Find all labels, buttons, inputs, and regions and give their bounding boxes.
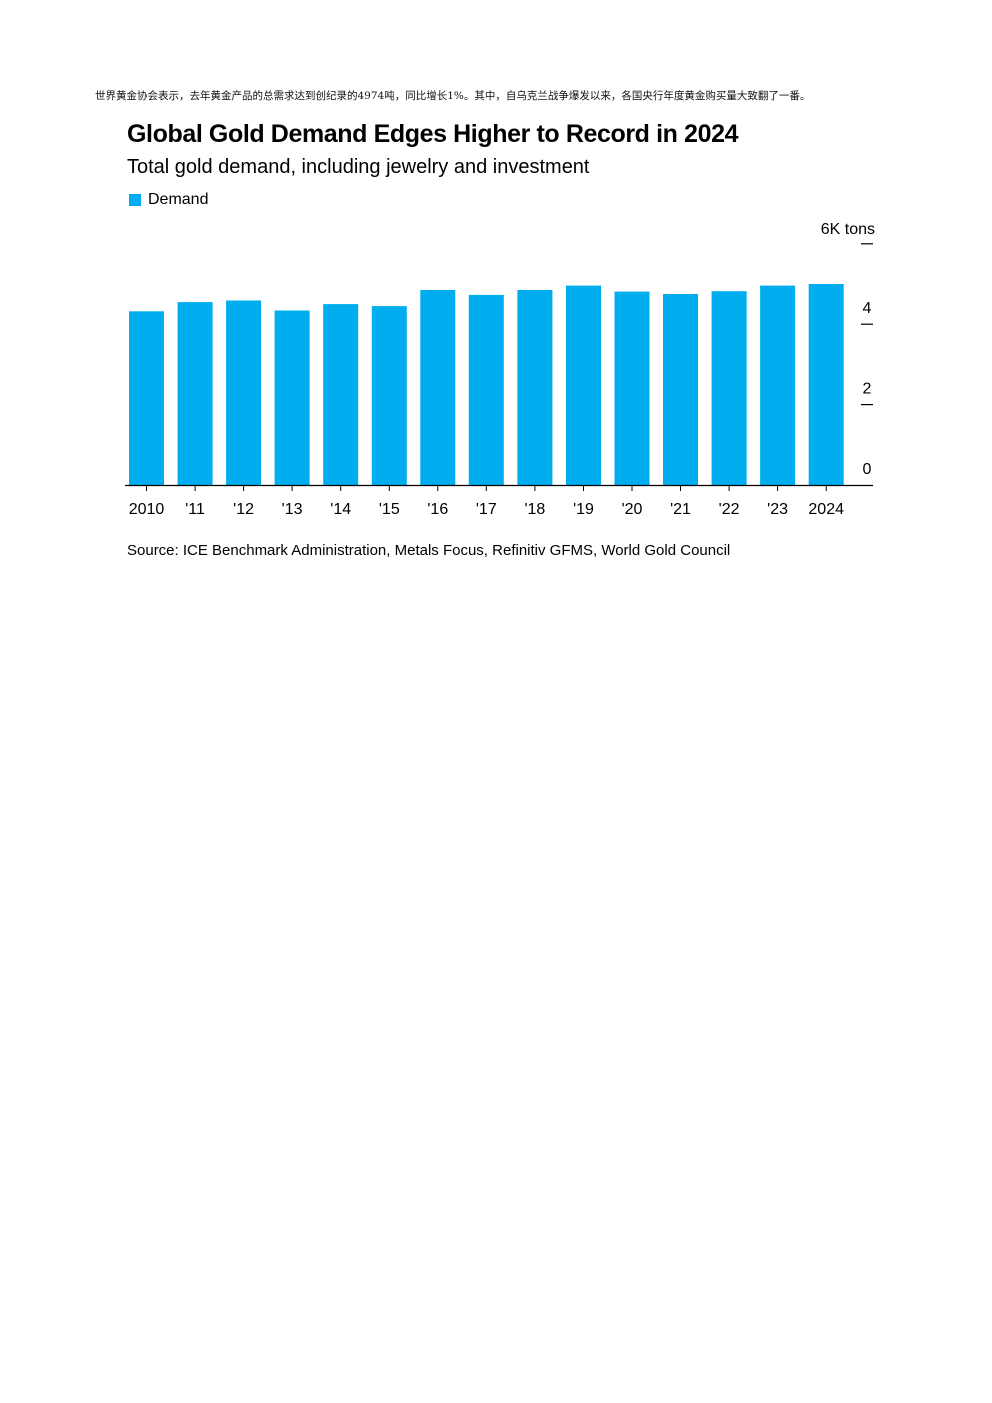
- x-tick-label: '17: [476, 501, 497, 518]
- bar-'12: [226, 300, 262, 485]
- bar-2010: [129, 311, 164, 485]
- x-tick-label: '12: [233, 501, 254, 518]
- chart-subtitle: Total gold demand, including jewelry and…: [127, 156, 590, 178]
- bar-'21: [663, 294, 698, 485]
- y-tick-label: 2: [863, 381, 872, 398]
- x-tick-label: '22: [719, 501, 740, 518]
- bar-'22: [711, 291, 747, 485]
- x-tick-label: '23: [767, 501, 788, 518]
- chart-legend: Demand: [129, 190, 208, 210]
- bar-'13: [274, 310, 310, 485]
- chart-source: Source: ICE Benchmark Administration, Me…: [127, 542, 731, 559]
- x-tick-label: '14: [330, 501, 351, 518]
- y-tick-label: 4: [863, 300, 872, 317]
- x-tick-label: '20: [622, 501, 643, 518]
- bar-'23: [760, 285, 796, 485]
- x-tick-label: 2010: [129, 501, 165, 518]
- bars-group: [129, 284, 844, 485]
- chart-title: Global Gold Demand Edges Higher to Recor…: [127, 120, 739, 148]
- x-tick-label: '18: [524, 501, 545, 518]
- x-tick-label: '15: [379, 501, 400, 518]
- x-tick-label: '21: [670, 501, 691, 518]
- x-tick-label: '11: [185, 501, 205, 518]
- x-tick-label: '13: [282, 501, 303, 518]
- bar-chart: 2010 '11 '12 '13 '14 '15 '16 '17 '18 '19 '20 '21 '22…: [125, 221, 875, 518]
- bar-'11: [177, 302, 213, 485]
- x-tick-label: 2024: [808, 501, 844, 518]
- bar-'20: [614, 291, 650, 485]
- bar-'17: [468, 294, 504, 485]
- bar-'14: [323, 304, 359, 485]
- legend-swatch-demand: [129, 194, 141, 206]
- axis-group: 2010 '11 '12 '13 '14 '15 '16 '17 '18 '19 '20 '21 '22…: [125, 243, 873, 518]
- x-tick-label: '19: [573, 501, 594, 518]
- bar-'16: [420, 290, 456, 485]
- intro-paragraph: 世界黄金协会表示，去年黄金产品的总需求达到创纪录的4974吨，同比增长1%。其中…: [95, 90, 811, 102]
- y-tick-label: 0: [863, 461, 872, 478]
- y-unit-label: 6K tons: [821, 221, 875, 238]
- bar-'18: [517, 290, 553, 485]
- x-tick-label: '16: [427, 501, 448, 518]
- bar-'19: [566, 285, 601, 485]
- bar-'15: [371, 306, 407, 485]
- legend-label-demand: Demand: [148, 191, 209, 208]
- bar-2024: [808, 284, 844, 485]
